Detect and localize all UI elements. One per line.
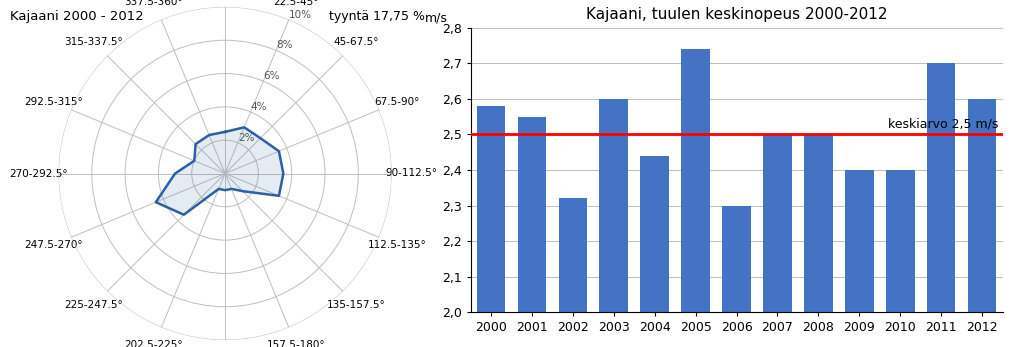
Bar [804, 134, 833, 312]
Bar [640, 156, 669, 312]
Text: tyyntä 17,75 %: tyyntä 17,75 % [328, 10, 425, 23]
Bar [927, 63, 955, 312]
Bar [763, 134, 792, 312]
Text: m/s: m/s [426, 12, 448, 25]
Text: keskiarvo 2,5 m/s: keskiarvo 2,5 m/s [888, 117, 998, 130]
Bar [968, 99, 996, 312]
Bar [722, 205, 751, 312]
Text: Kajaani 2000 - 2012: Kajaani 2000 - 2012 [10, 10, 144, 23]
Bar [477, 106, 505, 312]
Bar [845, 170, 874, 312]
Bar [599, 99, 628, 312]
Bar [518, 117, 546, 312]
Bar [559, 198, 587, 312]
Polygon shape [155, 127, 283, 215]
Bar [681, 49, 710, 312]
Title: Kajaani, tuulen keskinopeus 2000-2012: Kajaani, tuulen keskinopeus 2000-2012 [586, 7, 887, 23]
Bar [886, 170, 915, 312]
